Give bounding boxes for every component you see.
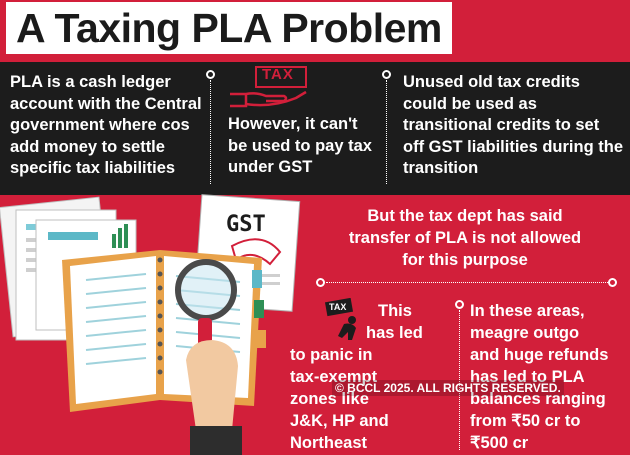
- tax-burden-icon: [324, 298, 356, 340]
- main-message: But the tax dept has said transfer of PL…: [348, 207, 582, 269]
- gst-label: GST: [226, 212, 266, 237]
- separator-dot: [608, 278, 617, 287]
- separator-dot: [206, 70, 215, 79]
- pla-definition-text: PLA is a cash ledger account with the Ce…: [10, 73, 202, 177]
- panic-message: This has led to panic in tax-exempt zone…: [290, 302, 423, 452]
- separator-line: [386, 80, 387, 184]
- pla-balance-message: In these areas, meagre outgo and huge re…: [470, 302, 609, 452]
- tax-label: TAX: [262, 66, 294, 83]
- tax-bag-label: TAX: [329, 302, 347, 312]
- separator-line: [459, 310, 460, 450]
- separator-line: [210, 80, 211, 184]
- separator-dot: [382, 70, 391, 79]
- copyright-watermark: © BCCL 2025. ALL RIGHTS RESERVED.: [332, 380, 564, 396]
- page-title: A Taxing PLA Problem: [6, 2, 452, 54]
- transitional-credit-text: Unused old tax credits could be used as …: [403, 73, 624, 177]
- info-band: [0, 62, 630, 195]
- separator-dot: [316, 278, 325, 287]
- horizontal-separator: [326, 282, 608, 283]
- hand-holding-tax-icon: [230, 66, 307, 108]
- separator-dot: [455, 300, 464, 309]
- pla-restriction-text: However, it can't be used to pay tax und…: [228, 115, 372, 176]
- hand-icon: [186, 340, 242, 455]
- ledger-illustration: [0, 194, 301, 455]
